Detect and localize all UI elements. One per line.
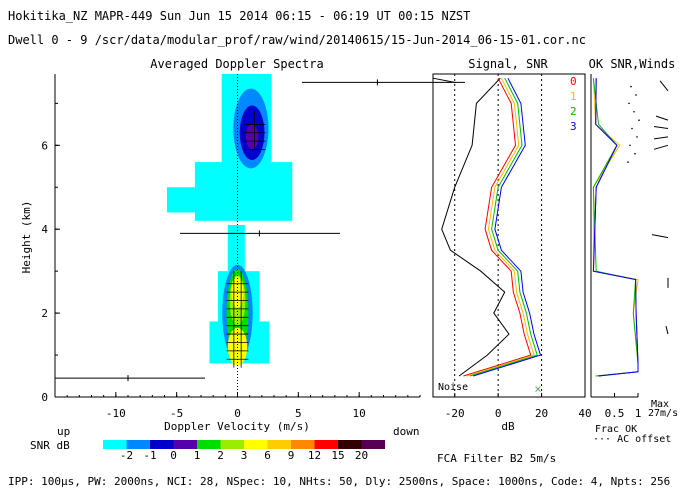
signal-x-tick-label: 20 xyxy=(535,407,548,420)
ac-offset-dot xyxy=(636,136,638,138)
colorbar-tick: 2 xyxy=(217,449,224,462)
beam-label-1: 1 xyxy=(570,90,577,103)
spectra-xlabel: Doppler Velocity (m/s) xyxy=(164,420,310,433)
frac-ok-label: Frac OK xyxy=(595,424,637,435)
snr-line-beam-0 xyxy=(463,77,532,377)
signal-xlabel: dB xyxy=(501,420,515,433)
winds-x-tick-label: 1 xyxy=(635,407,642,420)
x-tick-label: -5 xyxy=(170,407,183,420)
wind-arrow xyxy=(651,234,669,239)
frac-ok-beam-1 xyxy=(592,78,639,377)
colorbar-swatch xyxy=(267,440,291,449)
frac-ok-beam-3 xyxy=(592,78,639,377)
colorbar-tick: 6 xyxy=(264,449,271,462)
x-tick-label: -10 xyxy=(106,407,126,420)
band-left-cyan xyxy=(166,187,208,213)
signal-x-tick-label: 40 xyxy=(578,407,591,420)
colorbar-tick: 15 xyxy=(331,449,344,462)
ac-offset-dot xyxy=(638,119,640,121)
lower-yellow xyxy=(227,327,248,366)
colorbar-swatch xyxy=(150,440,174,449)
ac-offset-label: ··· AC offset xyxy=(593,434,671,445)
signal-x-tick-label: 0 xyxy=(495,407,502,420)
stem-cyan xyxy=(227,225,245,276)
colorbar-swatch xyxy=(220,440,244,449)
x-tick-label: 5 xyxy=(295,407,302,420)
frac-ok-beam-0 xyxy=(592,78,639,377)
winds-title: OK SNR,Winds xyxy=(589,57,676,71)
colorbar-swatch xyxy=(126,440,150,449)
x-tick-label: 0 xyxy=(234,407,241,420)
colorbar-swatch xyxy=(244,440,268,449)
ac-offset-dot xyxy=(634,152,636,155)
header-line2: Dwell 0 - 9 /scr/data/modular_prof/raw/w… xyxy=(8,33,586,47)
colorbar-tick: 12 xyxy=(308,449,321,462)
y-tick-label: 4 xyxy=(41,223,48,236)
snr-line-beam-3 xyxy=(473,77,542,377)
y-tick-label: 6 xyxy=(41,139,48,152)
ac-offset-dot xyxy=(635,94,637,96)
wind-arrow xyxy=(653,136,669,140)
colorbar-swatch xyxy=(314,440,338,449)
y-tick-label: 0 xyxy=(41,391,48,404)
signal-title: Signal, SNR xyxy=(468,57,548,71)
winds-x-tick-label: 0.5 xyxy=(605,407,625,420)
ac-offset-dot xyxy=(629,144,631,147)
y-tick-label: 2 xyxy=(41,307,48,320)
colorbar-tick: -2 xyxy=(120,449,133,462)
signal-top-marker xyxy=(432,77,455,83)
colorbar-tick: -1 xyxy=(143,449,156,462)
ac-offset-dot xyxy=(631,127,633,130)
colorbar-swatch xyxy=(338,440,362,449)
noise-x-mark: × xyxy=(534,382,541,396)
max-value: 27m/s xyxy=(648,408,678,419)
wind-arrow xyxy=(659,80,669,92)
colorbar-label: SNR dB xyxy=(30,439,70,452)
x-tick-label: 10 xyxy=(353,407,366,420)
colorbar-swatch xyxy=(103,440,127,449)
spectra-title: Averaged Doppler Spectra xyxy=(150,57,323,71)
ac-offset-dot xyxy=(627,161,629,163)
beam-label-3: 3 xyxy=(570,120,577,133)
upper-core xyxy=(245,124,259,150)
colorbar-tick: 0 xyxy=(170,449,177,462)
colorbar-tick: 9 xyxy=(288,449,295,462)
colorbar-swatch xyxy=(291,440,315,449)
snr-line-beam-1 xyxy=(466,77,535,377)
header-line1: Hokitika_NZ MAPR-449 Sun Jun 15 2014 06:… xyxy=(8,9,471,23)
colorbar-swatch xyxy=(173,440,197,449)
beam-label-0: 0 xyxy=(570,75,577,88)
band-right-cyan xyxy=(243,178,274,217)
ac-offset-dot xyxy=(633,110,635,113)
snr-line-beam-2 xyxy=(469,77,538,377)
wind-arrow xyxy=(653,126,669,130)
wind-arrow xyxy=(655,115,669,121)
ac-offset-dot xyxy=(630,85,632,88)
frac-ok-beam-2 xyxy=(592,78,639,377)
signal-x-tick-label: -20 xyxy=(445,407,465,420)
colorbar-swatch xyxy=(197,440,221,449)
colorbar-tick: 20 xyxy=(355,449,368,462)
beam-label-2: 2 xyxy=(570,105,577,118)
wind-arrow xyxy=(653,144,669,150)
label-up: up xyxy=(57,425,70,438)
ac-offset-dot xyxy=(628,102,630,105)
signal-frame xyxy=(432,73,586,398)
spectra-ylabel: Height (km) xyxy=(20,201,33,274)
max-label: Max xyxy=(651,399,669,410)
colorbar-tick: 3 xyxy=(241,449,248,462)
colorbar-swatch xyxy=(361,440,385,449)
footer-params: IPP: 100μs, PW: 2000ns, NCI: 28, NSpec: … xyxy=(8,475,671,488)
colorbar-tick: 1 xyxy=(194,449,201,462)
signal-line xyxy=(441,77,510,377)
noise-label: Noise xyxy=(438,382,468,393)
label-down: down xyxy=(393,425,420,438)
wind-arrow xyxy=(665,325,669,335)
filter-label: FCA Filter B2 5m/s xyxy=(437,452,557,465)
